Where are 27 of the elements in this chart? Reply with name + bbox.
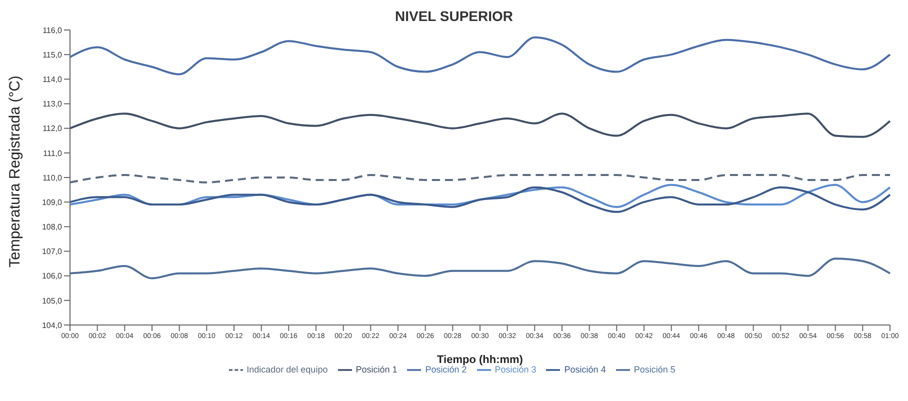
legend-label: Posición 2 <box>425 364 467 374</box>
legend-label: Posición 1 <box>356 364 398 374</box>
y-tick-label: 104,0 <box>42 320 63 330</box>
legend-label: Indicador del equipo <box>246 364 328 374</box>
y-tick-label: 106,0 <box>42 272 63 281</box>
y-axis-title: Temperatura Registrada (°C) <box>6 76 24 268</box>
y-tick-label: 114,0 <box>42 75 63 84</box>
line-series <box>69 258 891 280</box>
y-tick-label: 115,0 <box>42 50 63 60</box>
y-tick-label: 108,0 <box>42 222 63 232</box>
legend-label: Posición 4 <box>564 364 606 374</box>
x-axis-title: Tiempo (hh:mm) <box>437 354 524 366</box>
line-series <box>69 174 891 184</box>
chart-title: NIVEL SUPERIOR <box>394 8 514 26</box>
y-tick-label: 107,0 <box>42 247 63 256</box>
line-series <box>69 36 891 76</box>
line-series <box>69 112 891 138</box>
y-tick-label: 113,0 <box>42 100 63 109</box>
line-series <box>69 186 891 213</box>
legend-label: Posición 5 <box>634 364 676 374</box>
y-tick-label: 109,0 <box>42 198 63 207</box>
y-tick-label: 105,0 <box>42 296 63 306</box>
y-tick-label: 111,0 <box>43 148 63 158</box>
y-tick-label: 112,0 <box>42 124 63 134</box>
y-tick-label: 110,0 <box>42 173 63 182</box>
y-tick-label: 116,0 <box>42 26 63 35</box>
legend-label: Posición 3 <box>494 364 536 374</box>
